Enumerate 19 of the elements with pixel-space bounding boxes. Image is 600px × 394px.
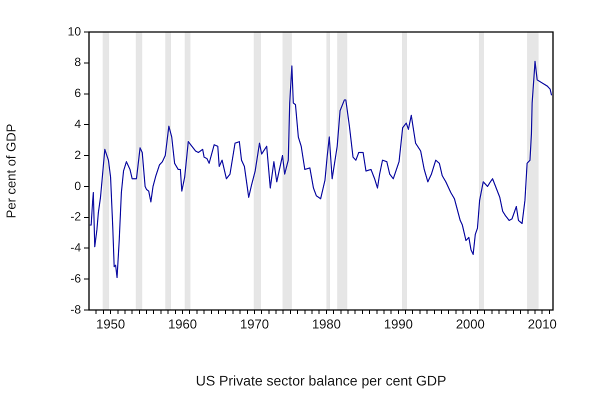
- y-tick-label: -4: [70, 240, 82, 255]
- x-tick-label: 1960: [168, 316, 197, 332]
- y-tick-label: 4: [74, 116, 82, 131]
- y-tick-label: 6: [74, 86, 82, 100]
- x-tick-label: 2000: [456, 316, 485, 332]
- x-tick-label: 2010: [528, 316, 557, 332]
- y-tick-label: 0: [74, 178, 82, 193]
- x-tick-label: 1970: [240, 316, 269, 332]
- y-axis-title: Per cent of GDP: [3, 124, 18, 218]
- x-tick-label: 1990: [384, 316, 413, 332]
- x-tick-label: 1980: [312, 316, 341, 332]
- y-tick-label: 10: [68, 24, 82, 38]
- y-tick-label: -8: [70, 302, 82, 316]
- x-axis-title: US Private sector balance per cent GDP: [196, 372, 446, 388]
- x-tick-label: 1950: [96, 316, 126, 332]
- y-tick-label: 8: [74, 55, 82, 70]
- y-tick-label: -6: [70, 271, 82, 286]
- y-tick-label: 2: [74, 148, 82, 162]
- y-tick-label: -2: [70, 210, 82, 224]
